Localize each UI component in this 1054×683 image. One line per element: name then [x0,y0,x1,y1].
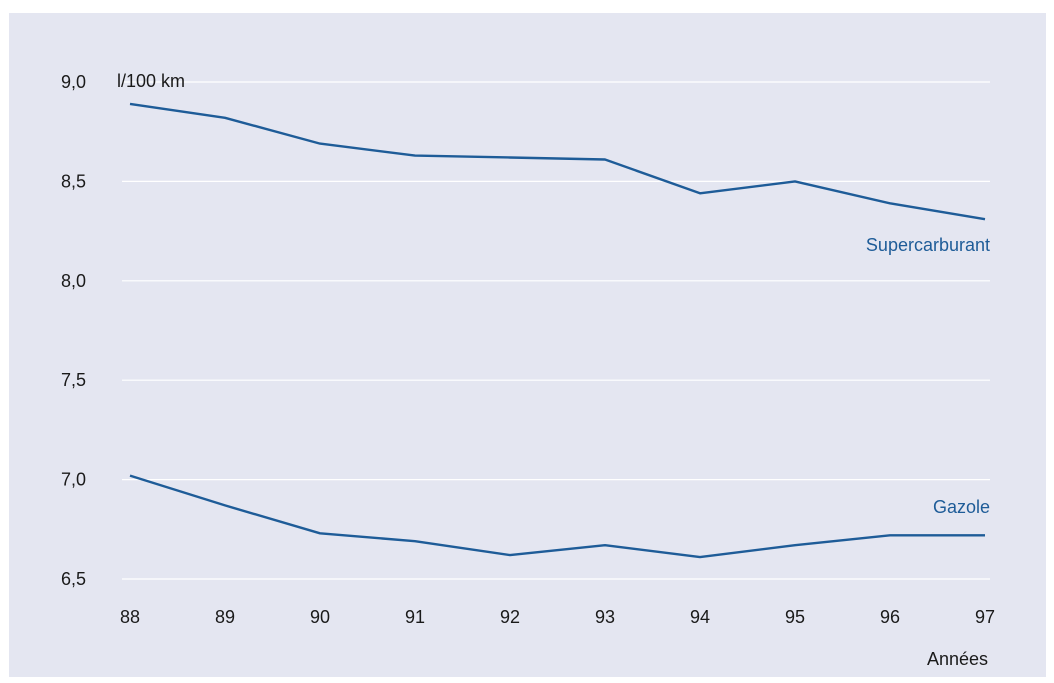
x-axis-ticks: 88 89 90 91 92 93 94 95 96 97 [120,607,995,627]
y-tick-label: 8,0 [61,271,86,291]
y-tick-label: 7,0 [61,470,86,490]
series-label-gazole: Gazole [933,497,990,517]
x-tick-label: 95 [785,607,805,627]
y-axis-label: l/100 km [117,71,185,91]
gridlines [122,81,990,580]
x-tick-label: 90 [310,607,330,627]
y-axis-ticks: 9,0 8,5 8,0 7,5 7,0 6,5 [61,72,86,589]
y-tick-label: 7,5 [61,370,86,390]
x-tick-label: 91 [405,607,425,627]
series-line-gazole [129,474,985,559]
x-tick-label: 97 [975,607,995,627]
series-lines [129,102,986,559]
x-tick-label: 92 [500,607,520,627]
series-line-supercarburant [129,102,986,221]
x-tick-label: 96 [880,607,900,627]
y-tick-label: 9,0 [61,72,86,92]
line-chart: 9,08,58,07,57,06,5 88 89 90 91 92 93 94 95 96 97 … [61,71,995,669]
series-label-supercarburant: Supercarburant [866,235,990,255]
x-tick-label: 93 [595,607,615,627]
x-tick-label: 94 [690,607,710,627]
chart-panel: 9,0 8,5 8,0 7,5 7,0 6,5 88 89 90 91 92 93 94 95 96 97 … [9,13,1046,677]
y-tick-label: 6,5 [61,569,86,589]
x-axis-label: Années [927,649,988,669]
y-tick-label: 8,5 [61,171,86,191]
x-tick-label: 89 [215,607,235,627]
x-tick-label: 88 [120,607,140,627]
